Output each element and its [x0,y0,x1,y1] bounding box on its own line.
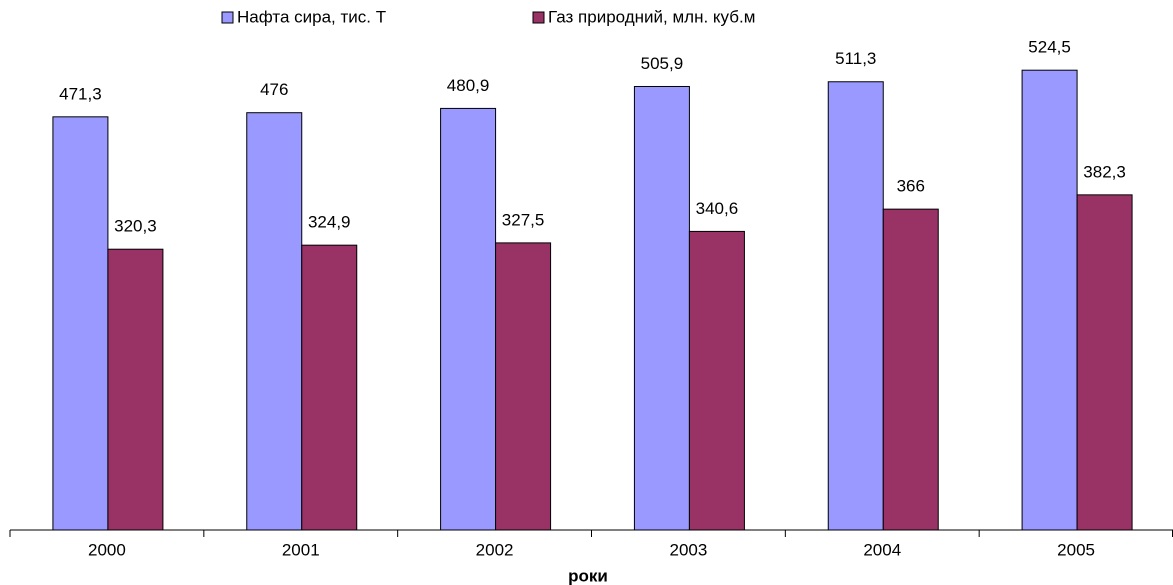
bar [107,248,164,531]
data-label: 382,3 [1083,162,1126,181]
bar [1021,69,1078,531]
data-label: 524,5 [1028,38,1071,57]
data-label: 505,9 [641,54,684,73]
data-label: 476 [260,80,288,99]
x-tick-label: 2002 [476,540,514,559]
legend-swatch [532,11,545,24]
x-tick-label: 2000 [88,540,126,559]
bar [882,208,939,531]
legend-label: Нафта сира, тис. Т [237,7,386,26]
bar [688,230,745,531]
bar [1076,194,1133,531]
data-label: 471,3 [59,84,102,103]
data-label: 511,3 [835,49,876,68]
x-axis-label: роки [568,566,608,585]
bar [633,85,690,531]
data-label: 480,9 [447,76,490,95]
bar [440,107,497,531]
data-label: 340,6 [696,199,739,218]
legend-swatch [221,11,234,24]
x-tick-label: 2004 [863,540,901,559]
data-label: 327,5 [502,210,545,229]
bar [52,116,109,531]
x-tick-label: 2001 [282,540,320,559]
bar [827,81,884,531]
data-label: 320,3 [114,217,157,236]
x-tick-label: 2005 [1057,540,1095,559]
bar [495,242,552,531]
legend-label: Газ природний, млн. куб.м [548,7,755,26]
data-label: 366 [897,177,925,196]
x-tick-label: 2003 [670,540,708,559]
bar [246,112,303,531]
data-label: 324,9 [308,213,351,232]
bar [301,244,358,531]
